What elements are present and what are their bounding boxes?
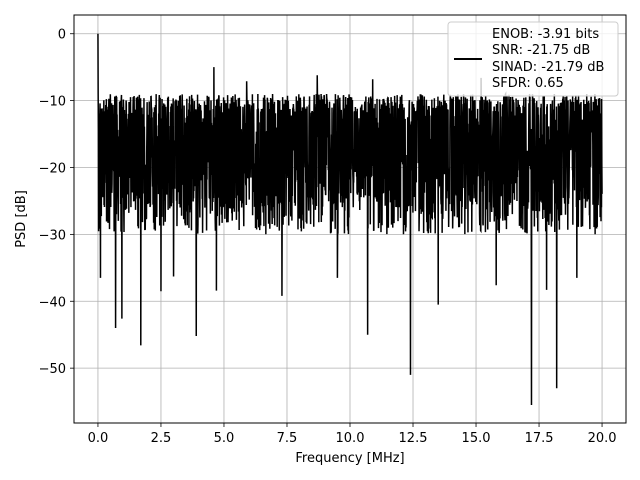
y-tick-label: −10 (39, 95, 66, 110)
legend-entry-snr: SNR: -21.75 dB (492, 43, 590, 58)
x-tick-label: 15.0 (462, 431, 491, 446)
y-tick-label: 0 (58, 28, 66, 43)
legend-entry-sinad: SINAD: -21.79 dB (492, 60, 604, 75)
plot-area (97, 33, 603, 405)
x-axis-ticks: 0.0 2.5 5.0 7.5 10.0 12.5 15.0 17.5 20.0 (88, 423, 617, 446)
x-tick-label: 20.0 (588, 431, 617, 446)
y-tick-label: −50 (39, 362, 66, 377)
x-tick-label: 5.0 (214, 431, 235, 446)
y-tick-label: −40 (39, 295, 66, 310)
x-axis-label: Frequency [MHz] (295, 451, 404, 466)
y-axis-ticks: 0 −10 −20 −30 −40 −50 (39, 28, 74, 377)
y-axis-label: PSD [dB] (14, 190, 29, 248)
y-tick-label: −20 (39, 161, 66, 176)
x-tick-label: 7.5 (277, 431, 298, 446)
x-tick-label: 0.0 (88, 431, 109, 446)
legend-entry-sfdr: SFDR: 0.65 (492, 76, 564, 91)
legend-entry-enob: ENOB: -3.91 bits (492, 27, 599, 42)
psd-series-line (97, 33, 603, 405)
x-tick-label: 2.5 (151, 431, 172, 446)
legend: ENOB: -3.91 bits SNR: -21.75 dB SINAD: -… (447, 21, 619, 97)
x-tick-label: 17.5 (525, 431, 554, 446)
y-tick-label: −30 (39, 228, 66, 243)
x-tick-label: 10.0 (336, 431, 365, 446)
x-tick-label: 12.5 (399, 431, 428, 446)
legend-box (447, 21, 619, 97)
